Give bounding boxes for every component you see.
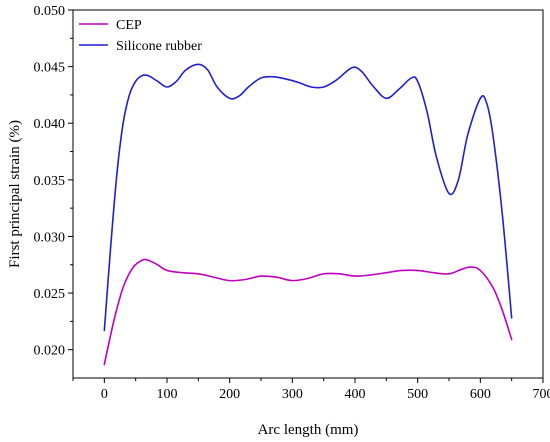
y-tick-label: 0.020	[34, 344, 66, 359]
x-tick-label: 300	[282, 387, 303, 402]
x-tick-label: 200	[219, 387, 240, 402]
y-tick-label: 0.030	[34, 230, 66, 245]
x-tick-label: 600	[470, 387, 491, 402]
x-tick-label: 500	[407, 387, 428, 402]
series-line-cep	[103, 258, 513, 366]
x-tick-label: 400	[345, 387, 366, 402]
y-tick-label: 0.035	[34, 174, 66, 189]
x-tick-label: 0	[101, 387, 108, 402]
legend-label-cep: CEP	[116, 18, 142, 33]
x-axis-title: Arc length (mm)	[258, 422, 359, 438]
series-line-silicone-rubber	[103, 63, 513, 332]
x-tick-label: 700	[533, 387, 550, 402]
series-layer	[103, 63, 513, 366]
plot-frame	[72, 9, 544, 379]
legend: CEP Silicone rubber	[79, 18, 202, 54]
y-axis-title: First principal strain (%)	[7, 120, 23, 268]
y-axis: 0.020 0.025 0.030 0.035 0.040 0.045 0.050	[34, 4, 73, 359]
y-tick-label: 0.045	[34, 61, 66, 76]
y-tick-label: 0.040	[34, 117, 66, 132]
legend-label-silicone-rubber: Silicone rubber	[116, 39, 202, 54]
x-axis: 0 100 200 300 400 500 600 700	[72, 378, 550, 402]
x-tick-label: 100	[157, 387, 178, 402]
y-tick-label: 0.050	[34, 4, 66, 19]
y-tick-label: 0.025	[34, 287, 66, 302]
